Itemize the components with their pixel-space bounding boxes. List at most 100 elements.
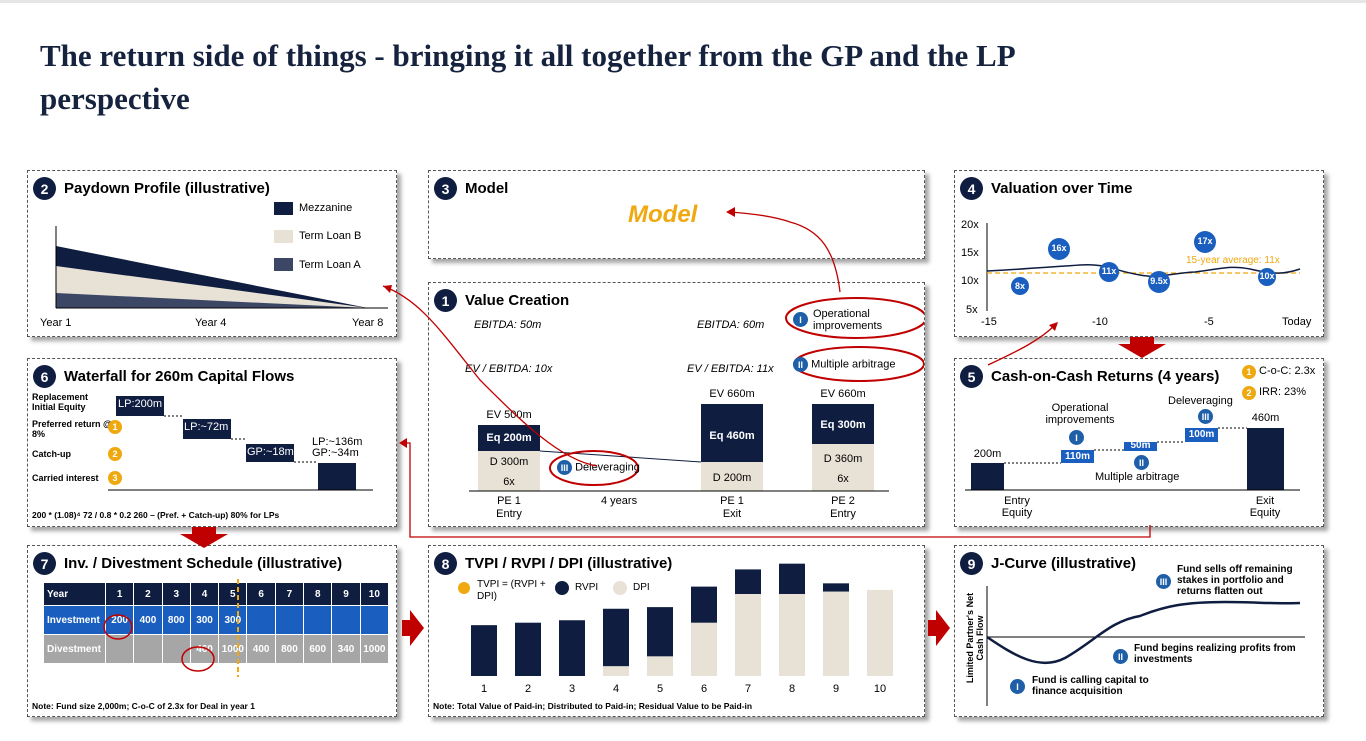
mult-arb-label: Multiple arbitrage bbox=[1095, 471, 1180, 483]
row-replacement: Replacement Initial Equity bbox=[32, 392, 89, 412]
exit-equity-label: Exit Equity bbox=[1249, 495, 1281, 519]
table-row: Divestment 460 1000 400 800 600 340 1000 bbox=[43, 634, 390, 664]
table-cell: 9 bbox=[331, 582, 361, 606]
x-label-today: Today bbox=[1282, 316, 1312, 328]
term-loan-a-area bbox=[56, 293, 368, 308]
section-number: 7 bbox=[33, 552, 56, 575]
bar-pe2-multiple: 6x bbox=[837, 473, 849, 485]
section-number: 5 bbox=[960, 365, 983, 388]
annotation-i: Fund is calling capital to finance acqui… bbox=[1032, 675, 1149, 697]
model-label: Model bbox=[628, 201, 698, 228]
roman-i-icon: I bbox=[1069, 430, 1084, 445]
table-cell bbox=[133, 634, 163, 664]
table-cell bbox=[246, 605, 276, 635]
point-11x: 11x bbox=[1101, 266, 1117, 276]
rvpi-bar bbox=[515, 622, 541, 676]
table-cell bbox=[331, 605, 361, 635]
dpi-bar bbox=[735, 594, 761, 676]
final-lp: LP:~136m bbox=[312, 436, 363, 448]
x-label-year-8: Year 8 bbox=[352, 317, 384, 329]
panel-model: 3 Model Model bbox=[428, 170, 925, 259]
rvpi-bar bbox=[823, 583, 849, 592]
x-tick-label: 5 bbox=[656, 683, 664, 695]
table-row: Year 1 2 3 4 5 6 7 8 9 10 bbox=[43, 582, 390, 606]
y-label-5x: 5x bbox=[966, 304, 978, 316]
row-preferred-return: Preferred return @ 8% bbox=[32, 419, 112, 439]
table-cell: 2 bbox=[133, 582, 163, 606]
x-tick-label: 10 bbox=[873, 683, 887, 695]
box-gp-18m: GP:~18m bbox=[247, 446, 294, 458]
roman-ii-icon: II bbox=[793, 357, 808, 372]
table-cell bbox=[274, 605, 305, 635]
bar-50m: 50m bbox=[1130, 440, 1151, 451]
box-lp-200m: LP:200m bbox=[118, 398, 163, 410]
panel-title: J-Curve (illustrative) bbox=[991, 555, 1137, 572]
table-row: Investment 200 400 800 300 300 bbox=[43, 605, 390, 635]
bar-entry-eq: Eq 200m bbox=[486, 432, 532, 444]
rvpi-bar bbox=[559, 620, 585, 676]
schedule-table: Year 1 2 3 4 5 6 7 8 9 10 Investment 200… bbox=[43, 582, 390, 664]
panel-value-creation: 1 Value Creation EBITDA: 50m EBITDA: 60m … bbox=[428, 282, 925, 527]
table-cell: 8 bbox=[303, 582, 333, 606]
legend-term-loan-b: Term Loan B bbox=[299, 230, 362, 242]
annotation-ii: Fund begins realizing profits from inves… bbox=[1134, 643, 1296, 665]
panel-title: Inv. / Divestment Schedule (illustrative… bbox=[64, 555, 343, 572]
bullet-2-icon: 2 bbox=[108, 447, 122, 461]
table-cell: 10 bbox=[359, 582, 390, 606]
roman-iii-icon: III bbox=[557, 460, 572, 475]
panel-title: Paydown Profile (illustrative) bbox=[64, 180, 270, 197]
legend-dpi: DPI bbox=[633, 582, 650, 593]
section-number: 6 bbox=[33, 365, 56, 388]
panel-title: Cash-on-Cash Returns (4 years) bbox=[991, 368, 1220, 385]
operational-improvements-label: Operational improvements bbox=[813, 308, 883, 332]
section-number: 2 bbox=[33, 177, 56, 200]
section-number: 4 bbox=[960, 177, 983, 200]
bullet-1-icon: 1 bbox=[1242, 365, 1256, 379]
average-label: 15-year average: 11x bbox=[1186, 255, 1280, 266]
bar-entry-label2: Entry bbox=[496, 508, 522, 520]
bar-exit-debt: D 200m bbox=[712, 472, 752, 484]
panel-valuation-over-time: 4 Valuation over Time 20x 15x 10x 5x -15 … bbox=[954, 170, 1324, 337]
table-cell: Divestment bbox=[43, 634, 106, 664]
table-cell: 5 bbox=[218, 582, 248, 606]
schedule-overlay bbox=[103, 579, 239, 677]
entry-equity-label: Entry Equity bbox=[1001, 495, 1033, 519]
dpi-bar bbox=[779, 594, 805, 676]
table-cell: 400 bbox=[246, 634, 276, 664]
x-tick-label: 8 bbox=[788, 683, 796, 695]
ev-ebitda-exit: EV / EBITDA: 11x bbox=[687, 363, 774, 375]
bar-pe2-label2: Entry bbox=[830, 508, 856, 520]
coc-label: C-o-C: 2.3x bbox=[1259, 365, 1316, 377]
bar-460m: 460m bbox=[1251, 412, 1280, 424]
tvpi-note: Note: Total Value of Paid-in; Distribute… bbox=[433, 701, 753, 711]
bar-entry-debt: D 300m bbox=[489, 456, 529, 468]
x-tick-label: 6 bbox=[700, 683, 708, 695]
roman-ii-icon: II bbox=[1113, 649, 1128, 664]
bar-pe2-eq: Eq 300m bbox=[820, 419, 866, 431]
panel-paydown-profile: 2 Paydown Profile (illustrative) Mezzanin… bbox=[27, 170, 397, 337]
panel-schedule: 7 Inv. / Divestment Schedule (illustrativ… bbox=[27, 545, 397, 717]
valuation-chart bbox=[986, 223, 1301, 311]
bar-pe2-ev: EV 660m bbox=[820, 388, 866, 400]
right-arrow-icon bbox=[928, 610, 950, 646]
table-cell: 800 bbox=[161, 605, 191, 635]
down-arrow-icon bbox=[1118, 337, 1166, 358]
table-cell bbox=[161, 634, 191, 664]
ebitda-exit: EBITDA: 60m bbox=[697, 319, 765, 331]
x-label-minus-15: -15 bbox=[981, 316, 997, 328]
rvpi-bar bbox=[691, 586, 717, 623]
section-number: 3 bbox=[434, 177, 457, 200]
y-label-10x: 10x bbox=[961, 275, 979, 287]
op-impr-label: Operational improvements bbox=[1045, 402, 1115, 426]
point-16x: 16x bbox=[1051, 243, 1067, 253]
table-cell: 6 bbox=[246, 582, 276, 606]
bullet-1-icon: 1 bbox=[108, 420, 122, 434]
x-tick-label: 9 bbox=[832, 683, 840, 695]
dpi-bar bbox=[603, 666, 629, 676]
deleveraging-label: Deleveraging bbox=[1168, 395, 1233, 407]
y-label-15x: 15x bbox=[961, 247, 979, 259]
annotation-iii: Fund sells off remaining stakes in portf… bbox=[1177, 564, 1293, 597]
x-label-minus-5: -5 bbox=[1204, 316, 1214, 328]
panel-waterfall: 6 Waterfall for 260m Capital Flows Replac… bbox=[27, 358, 397, 527]
panel-tvpi: 8 TVPI / RVPI / DPI (illustrative) TVPI =… bbox=[428, 545, 925, 717]
